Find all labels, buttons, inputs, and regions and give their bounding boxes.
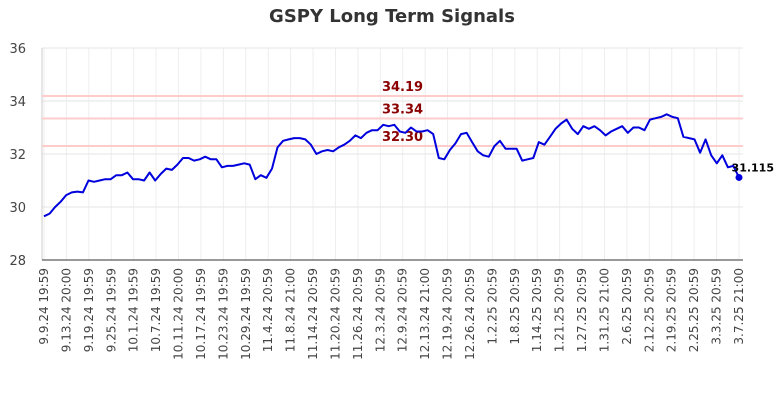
x-tick-label: 2.19.25 20:59 [665,268,679,352]
x-tick-label: 10.29.24 19:59 [239,268,253,360]
y-tick-label: 36 [9,42,26,57]
x-tick-label: 10.1.24 19:59 [127,268,141,352]
signal-level-label: 34.19 [382,80,423,95]
signal-level-label: 33.34 [382,102,423,117]
x-tick-label: 9.19.24 19:59 [82,268,96,352]
x-tick-label: 2.6.25 20:59 [620,268,634,345]
x-tick-label: 11.14.24 20:59 [306,268,320,360]
last-point-marker [735,173,743,181]
x-tick-label: 9.13.24 20:00 [59,268,73,352]
x-tick-label: 1.2.25 20:59 [485,268,499,345]
last-value-label: 31.115 [732,161,774,174]
x-tick-label: 12.13.24 21:00 [418,268,432,360]
x-tick-label: 12.3.24 20:59 [373,268,387,352]
x-tick-label: 1.21.25 20:59 [553,268,567,352]
x-tick-label: 2.12.25 20:59 [642,268,656,352]
x-tick-label: 2.25.25 20:59 [687,268,701,352]
series-line [43,113,740,218]
x-tick-label: 12.9.24 20:59 [396,268,410,352]
x-tick-label: 9.25.24 19:59 [104,268,118,352]
x-tick-label: 9.9.24 19:59 [37,268,51,345]
x-tick-label: 11.20.24 20:59 [328,268,342,360]
y-tick-label: 34 [9,95,26,110]
x-tick-label: 12.19.24 20:59 [441,268,455,360]
x-tick-label: 1.27.25 20:59 [575,268,589,352]
x-tick-label: 10.11.24 20:00 [172,268,186,360]
x-tick-label: 3.3.25 20:59 [710,268,724,345]
x-tick-label: 10.23.24 19:59 [216,268,230,360]
x-tick-label: 11.8.24 21:00 [284,268,298,352]
x-tick-label: 1.14.25 20:59 [530,268,544,352]
x-tick-label: 10.17.24 19:59 [194,268,208,360]
y-tick-label: 28 [9,254,26,269]
x-tick-label: 1.8.25 20:59 [508,268,522,345]
x-tick-label: 3.7.25 21:00 [732,268,746,345]
x-tick-label: 12.26.24 20:59 [463,268,477,360]
x-tick-label: 11.26.24 20:59 [351,268,365,360]
y-tick-label: 32 [9,148,26,163]
signal-level-label: 32.30 [382,130,423,145]
x-tick-label: 1.31.25 21:00 [597,268,611,352]
x-tick-label: 11.4.24 20:59 [261,268,275,352]
chart-title: GSPY Long Term Signals [269,6,515,27]
y-tick-label: 30 [9,201,26,216]
x-tick-label: 10.7.24 19:59 [149,268,163,352]
